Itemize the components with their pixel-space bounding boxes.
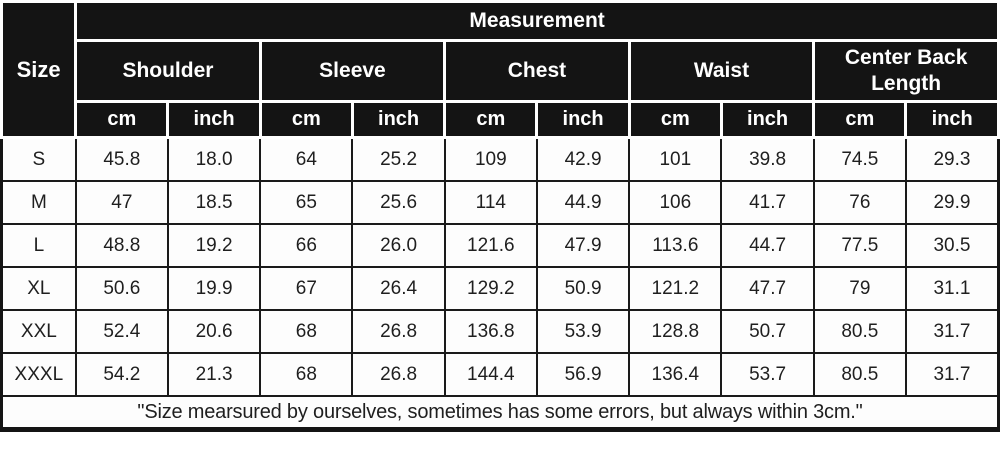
footnote-row: "Size mearsured by ourselves, sometimes … [0, 395, 1000, 432]
measurement-cell: 144.4 [443, 352, 538, 397]
table-row-l: L 48.8 19.2 66 26.0 121.6 47.9 113.6 44.… [0, 223, 1000, 268]
measurement-cell: 42.9 [535, 136, 631, 182]
measurement-cell: 25.6 [351, 180, 446, 225]
measurement-cell: 121.6 [443, 223, 538, 268]
measurement-cell: 113.6 [628, 223, 723, 268]
size-row-label: M [0, 180, 77, 225]
table-row-xxxl: XXXL 54.2 21.3 68 26.8 144.4 56.9 136.4 … [0, 352, 1000, 397]
measurement-cell: 109 [443, 136, 538, 182]
size-row-label: S [0, 136, 77, 182]
group-header-sleeve: Sleeve [258, 39, 447, 103]
measurement-cell: 50.6 [74, 266, 169, 311]
measurement-cell: 76 [812, 180, 907, 225]
measurement-cell: 121.2 [628, 266, 723, 311]
measurement-cell: 44.9 [535, 180, 631, 225]
unit-header-cm: cm [627, 100, 723, 139]
group-header-waist: Waist [627, 39, 816, 103]
measurement-title: Measurement [74, 0, 1000, 42]
measurement-cell: 106 [628, 180, 723, 225]
measurement-cell: 129.2 [443, 266, 538, 311]
measurement-cell: 68 [259, 309, 354, 354]
measurement-cell: 77.5 [812, 223, 907, 268]
measurement-cell: 74.5 [812, 136, 907, 182]
size-corner-header: Size [0, 0, 78, 139]
measurement-cell: 25.2 [351, 136, 446, 182]
measurement-cell: 56.9 [535, 352, 631, 397]
measurement-cell: 64 [259, 136, 354, 182]
measurement-cell: 19.2 [166, 223, 262, 268]
measurement-cell: 67 [259, 266, 354, 311]
measurement-cell: 20.6 [166, 309, 262, 354]
measurement-cell: 31.7 [904, 352, 1000, 397]
unit-header-cm: cm [258, 100, 354, 139]
measurement-cell: 29.9 [904, 180, 1000, 225]
group-header-shoulder: Shoulder [74, 39, 262, 103]
size-row-label: XXXL [0, 352, 77, 397]
table-row-xl: XL 50.6 19.9 67 26.4 129.2 50.9 121.2 47… [0, 266, 1000, 311]
measurement-cell: 79 [812, 266, 907, 311]
measurement-cell: 29.3 [904, 136, 1000, 182]
measurement-cell: 50.7 [720, 309, 815, 354]
size-row-label: L [0, 223, 77, 268]
measurement-cell: 114 [443, 180, 538, 225]
measurement-cell: 50.9 [535, 266, 631, 311]
size-disclaimer: "Size mearsured by ourselves, sometimes … [0, 395, 1000, 432]
measurement-cell: 47.9 [535, 223, 631, 268]
measurement-cell: 39.8 [720, 136, 815, 182]
measurement-cell: 30.5 [904, 223, 1000, 268]
group-header-chest: Chest [443, 39, 631, 103]
measurement-cell: 48.8 [74, 223, 169, 268]
group-header-center-back-length: Center Back Length [812, 39, 1000, 103]
measurement-cell: 136.4 [628, 352, 723, 397]
unit-header-cm: cm [812, 100, 908, 139]
header-unit-row: cm inch cm inch cm inch cm inch cm inch [2, 100, 1000, 139]
measurement-cell: 47.7 [720, 266, 815, 311]
measurement-cell: 80.5 [812, 309, 907, 354]
measurement-cell: 26.4 [351, 266, 446, 311]
measurement-cell: 54.2 [74, 352, 169, 397]
table-row-m: M 47 18.5 65 25.6 114 44.9 106 41.7 76 2… [0, 180, 1000, 225]
size-row-label: XXL [0, 309, 77, 354]
measurement-cell: 18.5 [166, 180, 262, 225]
measurement-cell: 80.5 [812, 352, 907, 397]
measurement-cell: 26.8 [351, 352, 446, 397]
unit-header-inch: inch [719, 100, 816, 139]
header-group-row: Shoulder Sleeve Chest Waist Center Back … [2, 39, 1000, 103]
measurement-cell: 41.7 [720, 180, 815, 225]
measurement-cell: 19.9 [166, 266, 262, 311]
measurement-cell: 47 [74, 180, 169, 225]
measurement-cell: 65 [259, 180, 354, 225]
measurement-cell: 53.7 [720, 352, 815, 397]
measurement-cell: 31.7 [904, 309, 1000, 354]
measurement-cell: 66 [259, 223, 354, 268]
table-row-xxl: XXL 52.4 20.6 68 26.8 136.8 53.9 128.8 5… [0, 309, 1000, 354]
measurement-cell: 45.8 [74, 136, 169, 182]
unit-header-inch: inch [350, 100, 447, 139]
measurement-cell: 68 [259, 352, 354, 397]
measurement-cell: 26.0 [351, 223, 446, 268]
size-row-label: XL [0, 266, 77, 311]
unit-header-inch: inch [166, 100, 262, 139]
measurement-cell: 31.1 [904, 266, 1000, 311]
measurement-cell: 128.8 [628, 309, 723, 354]
measurement-cell: 18.0 [166, 136, 262, 182]
measurement-cell: 44.7 [720, 223, 815, 268]
unit-header-cm: cm [443, 100, 539, 139]
unit-header-inch: inch [904, 100, 1000, 139]
header-title-row: Size Measurement [0, 0, 1000, 139]
table-row-s: S 45.8 18.0 64 25.2 109 42.9 101 39.8 74… [0, 136, 1000, 182]
size-chart-table: Size Measurement Shoulder Sleeve Chest W… [0, 0, 1000, 432]
unit-header-inch: inch [535, 100, 631, 139]
measurement-cell: 26.8 [351, 309, 446, 354]
measurement-cell: 101 [628, 136, 723, 182]
measurement-cell: 52.4 [74, 309, 169, 354]
measurement-cell: 21.3 [166, 352, 262, 397]
measurement-cell: 53.9 [535, 309, 631, 354]
measurement-cell: 136.8 [443, 309, 538, 354]
unit-header-cm: cm [74, 100, 170, 139]
